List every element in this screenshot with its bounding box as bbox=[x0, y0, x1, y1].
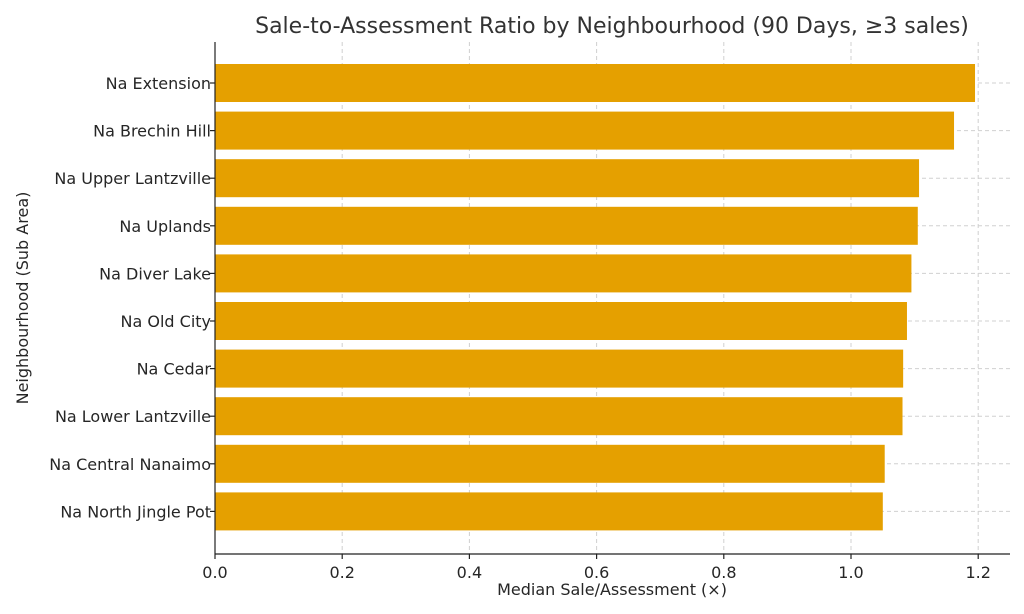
category-label: Na Old City bbox=[121, 312, 212, 331]
bars bbox=[215, 64, 976, 531]
x-tick-labels: 0.0 0.2 0.4 0.6 0.8 1.0 1.2 bbox=[202, 554, 991, 582]
category-label: Na Lower Lantzville bbox=[55, 407, 211, 426]
bar bbox=[215, 444, 885, 483]
category-label: Na Diver Lake bbox=[99, 264, 211, 283]
x-axis-label: Median Sale/Assessment (×) bbox=[497, 580, 727, 599]
bar bbox=[215, 397, 903, 436]
category-label: Na North Jingle Pot bbox=[60, 502, 211, 521]
y-axis-label: Neighbourhood (Sub Area) bbox=[13, 192, 32, 405]
chart-title: Sale-to-Assessment Ratio by Neighbourhoo… bbox=[255, 14, 969, 39]
x-tick-label: 0.6 bbox=[584, 563, 609, 582]
category-label: Na Cedar bbox=[137, 360, 212, 379]
category-label: Na Uplands bbox=[119, 217, 211, 236]
bar bbox=[215, 254, 912, 293]
category-label: Na Brechin Hill bbox=[93, 122, 211, 141]
x-tick-label: 0.4 bbox=[457, 563, 482, 582]
category-labels: Na Extension Na Brechin Hill Na Upper Lant… bbox=[49, 74, 215, 521]
bar bbox=[215, 206, 918, 245]
x-tick-label: 0.2 bbox=[329, 563, 354, 582]
bar bbox=[215, 349, 904, 388]
category-label: Na Upper Lantzville bbox=[54, 169, 211, 188]
bar bbox=[215, 111, 955, 150]
bar bbox=[215, 64, 976, 102]
category-label: Na Extension bbox=[106, 74, 211, 93]
x-tick-label: 1.0 bbox=[838, 563, 863, 582]
x-tick-label: 0.8 bbox=[711, 563, 736, 582]
bar bbox=[215, 159, 920, 198]
bar bbox=[215, 302, 907, 340]
x-tick-label: 0.0 bbox=[202, 563, 227, 582]
x-tick-label: 1.2 bbox=[965, 563, 990, 582]
bar bbox=[215, 492, 883, 531]
category-label: Na Central Nanaimo bbox=[49, 455, 211, 474]
